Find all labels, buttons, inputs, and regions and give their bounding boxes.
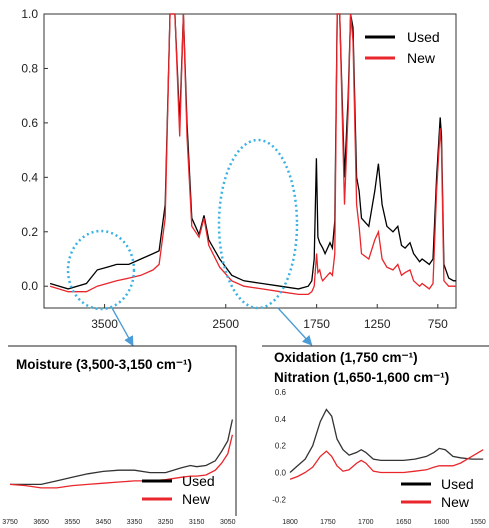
moisture-x-tick-label: 3550 bbox=[64, 519, 80, 526]
main-y-tick-label: 0.4 bbox=[21, 170, 38, 184]
main-x-tick-label: 2500 bbox=[212, 317, 239, 331]
moisture-x-tick-label: 3450 bbox=[96, 519, 112, 526]
main-x-tick-label: 3500 bbox=[91, 317, 118, 331]
main-y-tick-label: 0.2 bbox=[21, 225, 38, 239]
callouts bbox=[66, 138, 313, 347]
main-y-tick-label: 0.8 bbox=[21, 61, 38, 75]
moisture-x-tick-label: 3650 bbox=[33, 519, 49, 526]
main-series-line-used bbox=[49, 13, 456, 290]
moisture-x-tick-label: 3250 bbox=[158, 519, 174, 526]
oxidation-y-tick-label: 0.0 bbox=[275, 469, 287, 478]
main-y-axis: 0.0 0.2 0.4 0.6 0.8 1.0 bbox=[21, 7, 48, 293]
moisture-inset: Moisture (3,500-3,150 cm⁻¹) 3750 3650 3550… bbox=[2, 345, 237, 526]
main-chart: 0.0 0.2 0.4 0.6 0.8 1.0 3500 2500 1750 1250 750 U… bbox=[21, 7, 457, 331]
moisture-x-axis: 3750 3650 3550 3450 3350 3250 3150 3050 bbox=[2, 519, 235, 526]
oxidation-y-tick-label: 0.6 bbox=[275, 388, 287, 397]
oxidation-x-tick-label: 1700 bbox=[358, 519, 374, 526]
moisture-legend-label-used: Used bbox=[182, 473, 215, 489]
oxidation-x-tick-label: 1550 bbox=[470, 519, 486, 526]
oxidation-series-line-used bbox=[289, 408, 484, 473]
oxidation-x-axis: 1800 1750 1700 1650 1600 1550 bbox=[282, 519, 486, 526]
main-series-layer bbox=[49, 13, 456, 296]
main-x-tick-label: 1750 bbox=[303, 317, 330, 331]
main-x-axis: 3500 2500 1750 1250 750 bbox=[91, 304, 448, 331]
oxidation-x-tick-label: 1800 bbox=[282, 519, 298, 526]
moisture-inset-frame bbox=[8, 345, 237, 516]
oxidation-legend-label-used: Used bbox=[441, 476, 474, 492]
oxidation-legend: Used New bbox=[401, 476, 474, 510]
main-legend: Used New bbox=[365, 29, 440, 66]
oxidation-x-tick-label: 1650 bbox=[396, 519, 412, 526]
oxidation-series-line-new bbox=[289, 449, 484, 480]
main-x-tick-label: 1250 bbox=[364, 317, 391, 331]
moisture-series-line-used bbox=[10, 419, 234, 486]
main-y-tick-label: 0.0 bbox=[21, 279, 38, 293]
moisture-highlight-ellipse bbox=[66, 229, 136, 311]
main-y-tick-label: 0.6 bbox=[21, 116, 38, 130]
main-y-tick-label: 1.0 bbox=[21, 7, 38, 21]
oxidation-y-tick-label: 0.2 bbox=[275, 442, 287, 451]
main-legend-label-new: New bbox=[407, 50, 436, 66]
oxidation-y-tick-label: 0.4 bbox=[275, 415, 287, 424]
moisture-x-tick-label: 3050 bbox=[220, 519, 236, 526]
oxidation-legend-label-new: New bbox=[441, 494, 470, 510]
oxidation-inset: Oxidation (1,750 cm⁻¹) Nitration (1,650-… bbox=[262, 345, 489, 526]
moisture-x-tick-label: 3750 bbox=[2, 519, 18, 526]
oxidation-arrow bbox=[277, 307, 313, 346]
oxidation-inset-title: Oxidation (1,750 cm⁻¹) bbox=[274, 350, 418, 365]
moisture-legend-label-new: New bbox=[182, 491, 211, 507]
oxidation-x-tick-label: 1750 bbox=[320, 519, 336, 526]
main-plot-frame bbox=[43, 13, 457, 309]
nitration-inset-subtitle: Nitration (1,650-1,600 cm⁻¹) bbox=[274, 370, 449, 385]
main-x-tick-label: 750 bbox=[428, 317, 448, 331]
moisture-x-tick-label: 3350 bbox=[127, 519, 143, 526]
oxidation-x-tick-label: 1600 bbox=[434, 519, 450, 526]
main-series-line-new bbox=[49, 13, 456, 296]
moisture-legend: Used New bbox=[142, 473, 215, 507]
moisture-x-tick-label: 3150 bbox=[189, 519, 205, 526]
oxidation-highlight-ellipse bbox=[217, 138, 299, 310]
moisture-inset-title: Moisture (3,500-3,150 cm⁻¹) bbox=[16, 357, 192, 372]
oxidation-y-tick-label: -0.2 bbox=[272, 495, 286, 504]
oxidation-y-axis: -0.2 0.0 0.2 0.4 0.6 bbox=[272, 388, 286, 504]
moisture-arrow bbox=[111, 307, 134, 347]
oxidation-series-layer bbox=[289, 408, 484, 480]
main-legend-label-used: Used bbox=[407, 29, 440, 45]
